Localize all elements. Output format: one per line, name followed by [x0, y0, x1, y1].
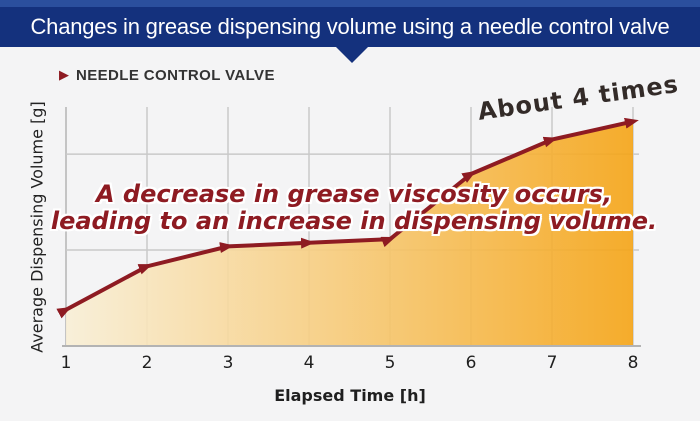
page-title: Changes in grease dispensing volume usin…	[30, 14, 670, 39]
callout-line-1: A decrease in grease viscosity occurs,	[95, 180, 613, 208]
right-arrow-icon: ▶	[59, 67, 69, 82]
header-top-strip	[0, 0, 700, 7]
x-tick-label: 8	[628, 353, 639, 373]
y-axis-label: Average Dispensing Volume [g]	[27, 101, 47, 353]
x-tick-label: 5	[385, 353, 396, 373]
x-tick-label: 1	[61, 353, 72, 373]
callout-line-2: leading to an increase in dispensing vol…	[50, 207, 658, 235]
x-tick-label: 3	[223, 353, 234, 373]
section-label: ▶ NEEDLE CONTROL VALVE	[59, 66, 275, 84]
callout-annotation: A decrease in grease viscosity occurs, l…	[51, 181, 657, 235]
banner-notch-pointer	[336, 47, 368, 63]
trend-line	[56, 117, 639, 319]
x-tick-label: 6	[466, 353, 477, 373]
header-banner: Changes in grease dispensing volume usin…	[0, 0, 700, 47]
x-tick-label: 4	[304, 353, 315, 373]
section-label-text: NEEDLE CONTROL VALVE	[76, 66, 275, 84]
x-axis-label: Elapsed Time [h]	[274, 386, 426, 405]
x-tick-label: 7	[547, 353, 558, 373]
x-tick-label: 2	[142, 353, 153, 373]
